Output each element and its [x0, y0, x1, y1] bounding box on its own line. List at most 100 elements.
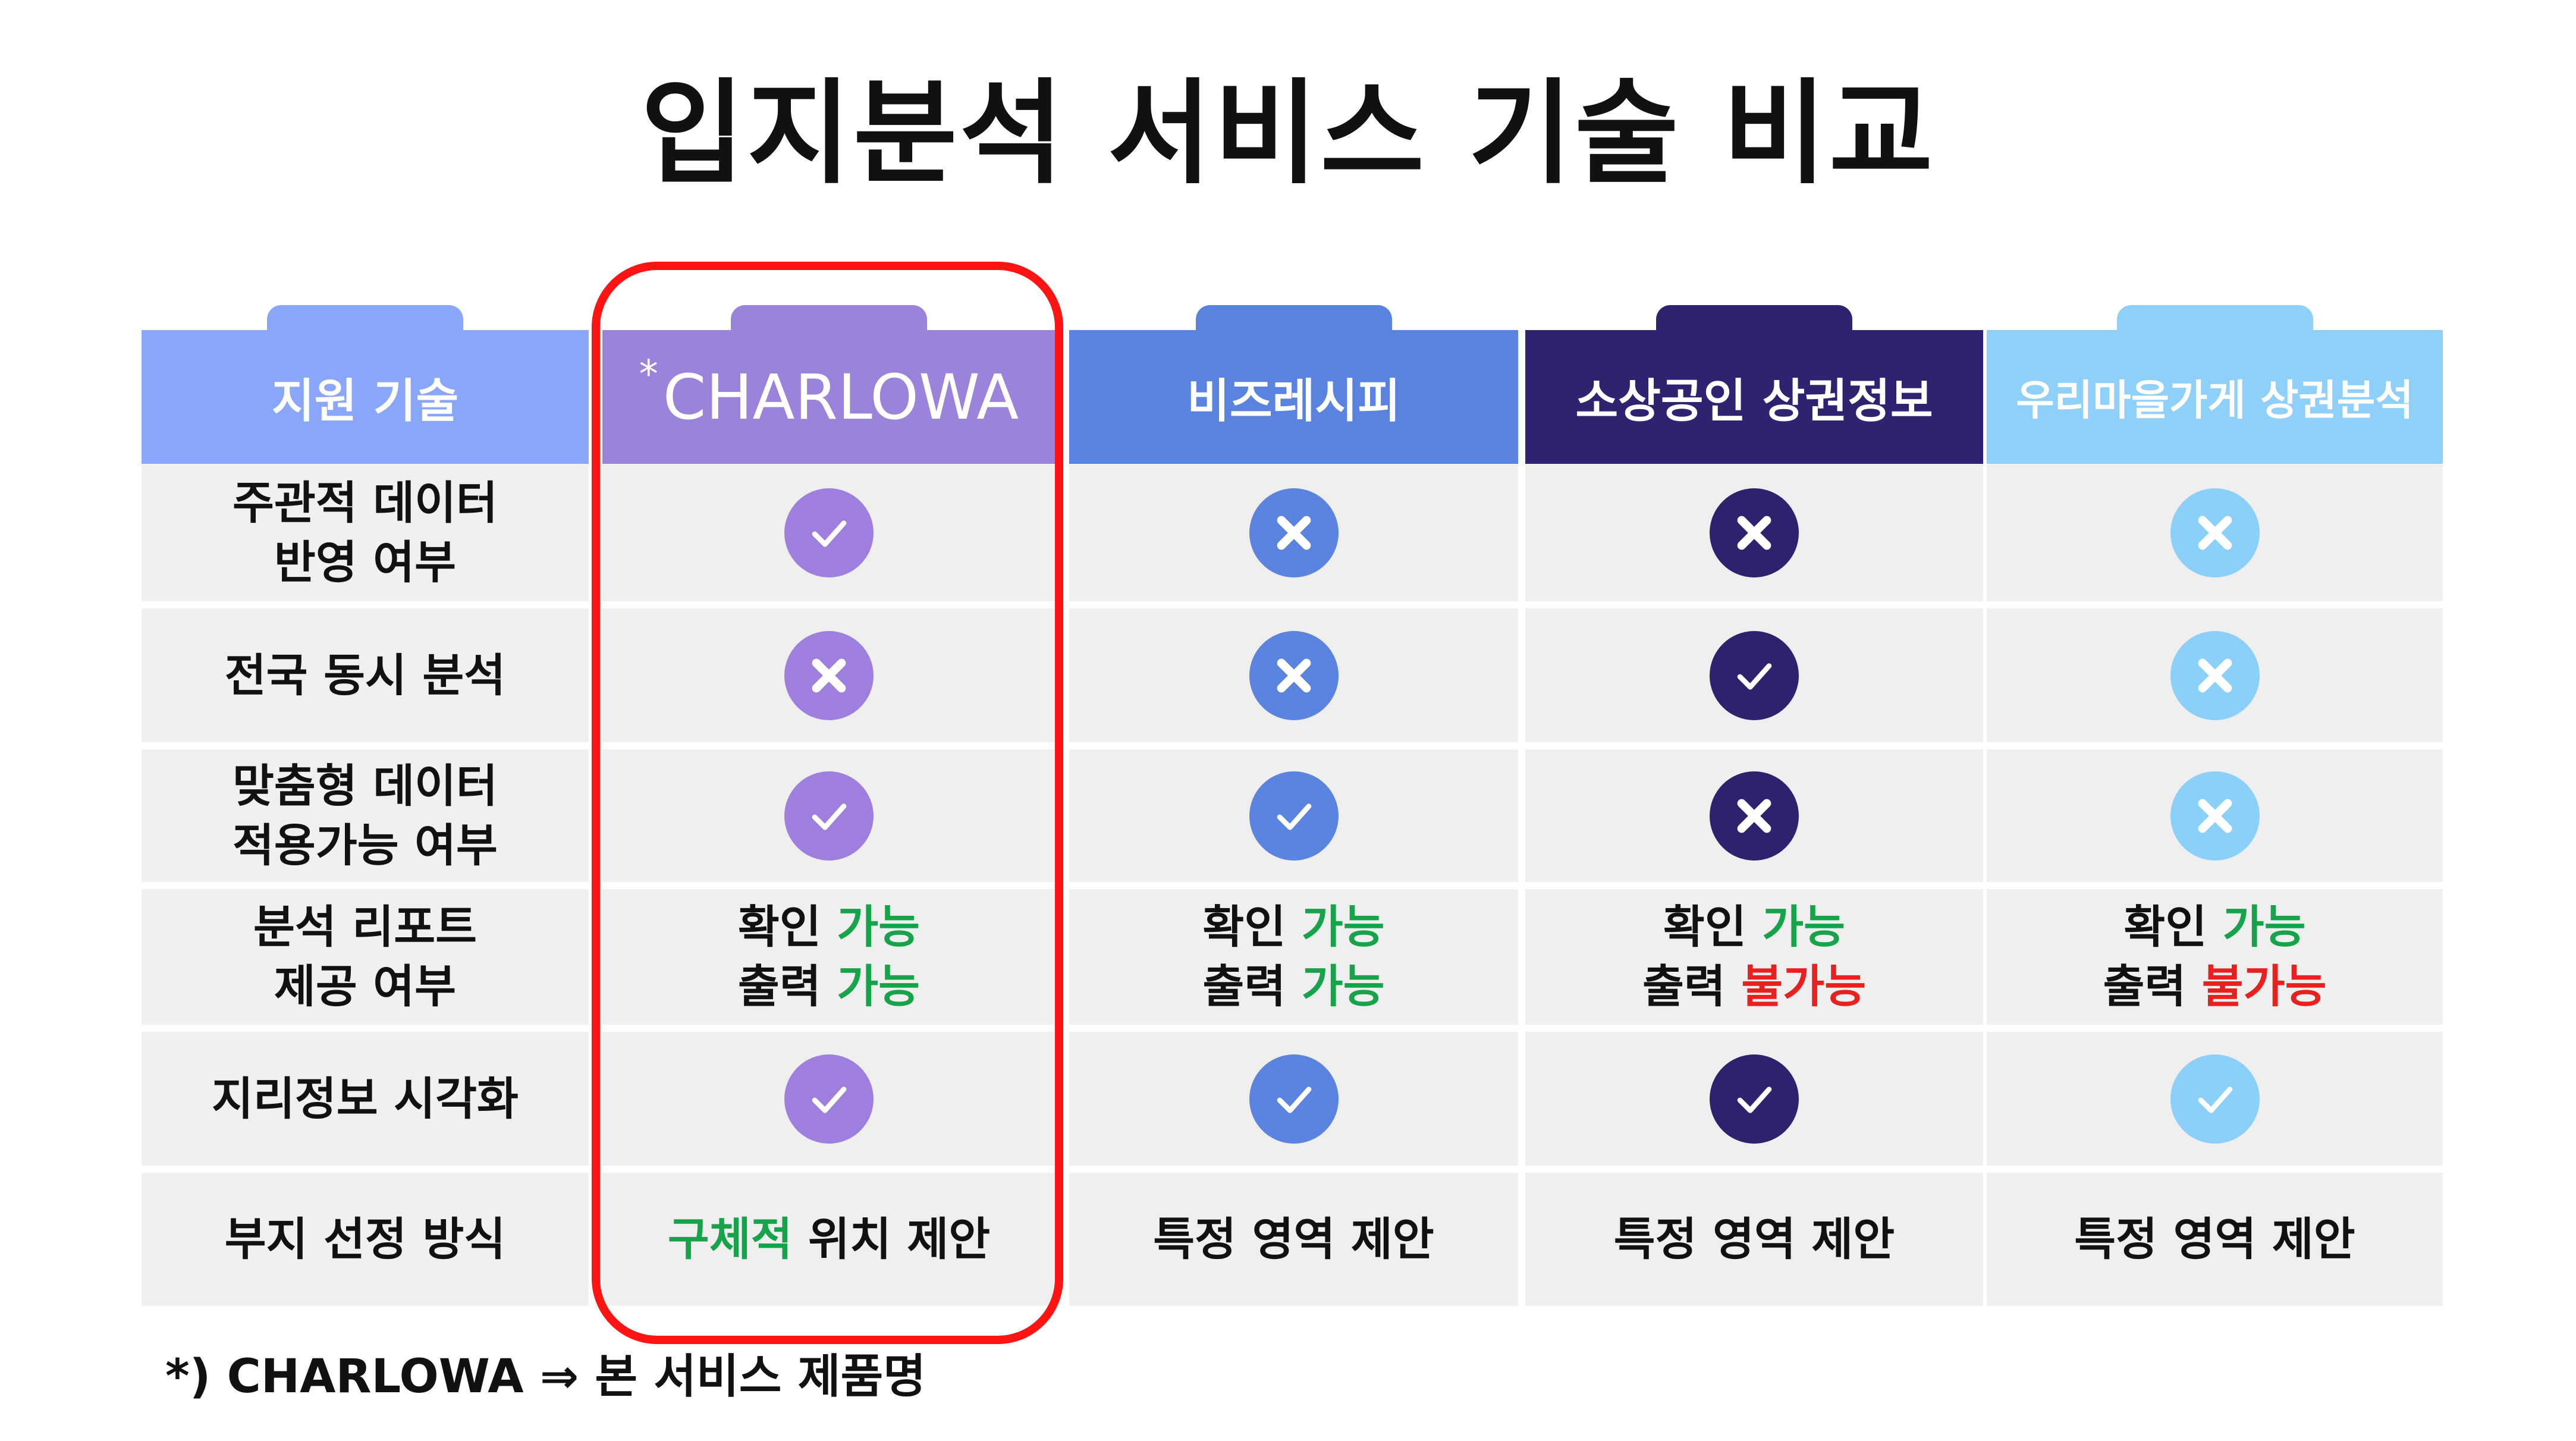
row-label: 지리정보 시각화: [142, 1032, 589, 1166]
header-urimaeul: 우리마을가게 상권분석: [1987, 305, 2443, 464]
x-icon: [2170, 630, 2260, 720]
cell-urimaeul: [1987, 749, 2443, 882]
cell-bizrecipe: [1069, 608, 1518, 742]
cell-urimaeul: [1987, 608, 2443, 742]
cell-text: 위치 제안: [792, 1213, 991, 1266]
charlowa-highlight-frame: [592, 262, 1063, 1344]
cell-charlowa: [602, 608, 1055, 742]
header-charlowa: * CHARLOWA: [602, 305, 1055, 464]
header-tab: [2116, 305, 2313, 341]
status-possible: 가능: [1762, 900, 1846, 953]
confirm-label: 확인: [2123, 900, 2207, 953]
row-label-line1: 주관적 데이터: [233, 476, 498, 529]
table-row: 분석 리포트 제공 여부 확인 가능 출력 가능 확인 가능 출력 가능 확인 가…: [142, 886, 2443, 1028]
cell-sosang: [1525, 1032, 1983, 1166]
page-title: 입지분석 서비스 기술 비교: [640, 68, 1936, 199]
row-label-line2: 반영 여부: [274, 536, 457, 589]
cell-urimaeul: 확인 가능 출력 불가능: [1987, 889, 2443, 1025]
cell-charlowa: [602, 1032, 1055, 1166]
header-sosang: 소상공인 상권정보: [1525, 305, 1983, 464]
header-support-tech: 지원 기술: [142, 305, 589, 464]
status-possible: 가능: [1301, 960, 1385, 1013]
cell-text: 특정 영역 제안: [2074, 1213, 2355, 1266]
cell-charlowa: 구체적 위치 제안: [602, 1173, 1055, 1306]
cell-text: 특정 영역 제안: [1153, 1213, 1434, 1266]
check-icon: [1249, 1054, 1339, 1144]
cell-charlowa: [602, 749, 1055, 882]
header-label: 우리마을가게 상권분석: [2016, 376, 2414, 425]
x-icon: [1249, 488, 1339, 577]
row-label: 전국 동시 분석: [142, 608, 589, 742]
status-possible: 가능: [837, 900, 921, 953]
check-icon: [784, 771, 874, 861]
header-label: 비즈레시피: [1187, 374, 1400, 428]
comparison-table: 지원 기술 * CHARLOWA 비즈레시피 소상공인 상권정보 우리마을가게 …: [142, 300, 2443, 1310]
cell-bizrecipe: [1069, 749, 1518, 882]
print-label: 출력: [737, 960, 821, 1013]
table-row: 부지 선정 방식 구체적 위치 제안 특정 영역 제안 특정 영역 제안 특정 …: [142, 1169, 2443, 1310]
row-label: 부지 선정 방식: [142, 1173, 589, 1306]
row-label-line1: 부지 선정 방식: [224, 1213, 506, 1266]
status-possible: 가능: [1301, 900, 1385, 953]
x-icon: [2170, 771, 2260, 861]
x-icon: [1710, 488, 1799, 577]
status-possible: 가능: [837, 960, 921, 1013]
footnote: *) CHARLOWA ⇒ 본 서비스 제품명: [165, 1350, 926, 1404]
table-row: 지리정보 시각화: [142, 1028, 2443, 1169]
header-tab: [267, 305, 463, 341]
cell-urimaeul: [1987, 464, 2443, 601]
check-icon: [1249, 771, 1339, 861]
row-label-line1: 분석 리포트: [253, 900, 477, 953]
status-impossible: 불가능: [1741, 960, 1867, 1013]
confirm-label: 확인: [1663, 900, 1746, 953]
row-label-line1: 맞춤형 데이터: [233, 759, 498, 812]
check-icon: [784, 488, 874, 577]
header-tab: [1656, 305, 1852, 341]
cell-bizrecipe: 확인 가능 출력 가능: [1069, 889, 1518, 1025]
header-label: 소상공인 상권정보: [1575, 374, 1933, 428]
status-impossible: 불가능: [2201, 960, 2327, 1013]
cell-sosang: [1525, 464, 1983, 601]
row-label: 분석 리포트 제공 여부: [142, 889, 589, 1025]
row-label-line1: 지리정보 시각화: [212, 1072, 519, 1125]
header-row: 지원 기술 * CHARLOWA 비즈레시피 소상공인 상권정보 우리마을가게 …: [142, 300, 2443, 464]
cell-bizrecipe: 특정 영역 제안: [1069, 1173, 1518, 1306]
row-label-line2: 적용가능 여부: [233, 818, 498, 872]
cell-charlowa: [602, 464, 1055, 601]
cell-bizrecipe: [1069, 464, 1518, 601]
header-label: 지원 기술: [271, 374, 459, 428]
x-icon: [1710, 771, 1799, 861]
confirm-label: 확인: [737, 900, 821, 953]
footnote-mark: *: [639, 352, 658, 397]
print-label: 출력: [1642, 960, 1726, 1013]
cell-sosang: [1525, 749, 1983, 882]
highlight-word: 구체적: [667, 1213, 793, 1266]
cell-sosang: [1525, 608, 1983, 742]
check-icon: [1710, 630, 1799, 720]
header-tab: [1195, 305, 1392, 341]
header-tab: [731, 305, 927, 341]
cell-urimaeul: 특정 영역 제안: [1987, 1173, 2443, 1306]
row-label-line1: 전국 동시 분석: [224, 648, 506, 702]
cell-sosang: 확인 가능 출력 불가능: [1525, 889, 1983, 1025]
cell-urimaeul: [1987, 1032, 2443, 1166]
header-bizrecipe: 비즈레시피: [1069, 305, 1518, 464]
print-label: 출력: [1202, 960, 1286, 1013]
cell-sosang: 특정 영역 제안: [1525, 1173, 1983, 1306]
check-icon: [1710, 1054, 1799, 1144]
check-icon: [2170, 1054, 2260, 1144]
cell-charlowa: 확인 가능 출력 가능: [602, 889, 1055, 1025]
cell-text: 특정 영역 제안: [1613, 1213, 1895, 1266]
x-icon: [1249, 630, 1339, 720]
x-icon: [784, 630, 874, 720]
check-icon: [784, 1054, 874, 1144]
confirm-label: 확인: [1202, 900, 1286, 953]
table-row: 전국 동시 분석: [142, 605, 2443, 746]
status-possible: 가능: [2222, 900, 2306, 953]
x-icon: [2170, 488, 2260, 577]
header-label: CHARLOWA: [662, 360, 1019, 434]
